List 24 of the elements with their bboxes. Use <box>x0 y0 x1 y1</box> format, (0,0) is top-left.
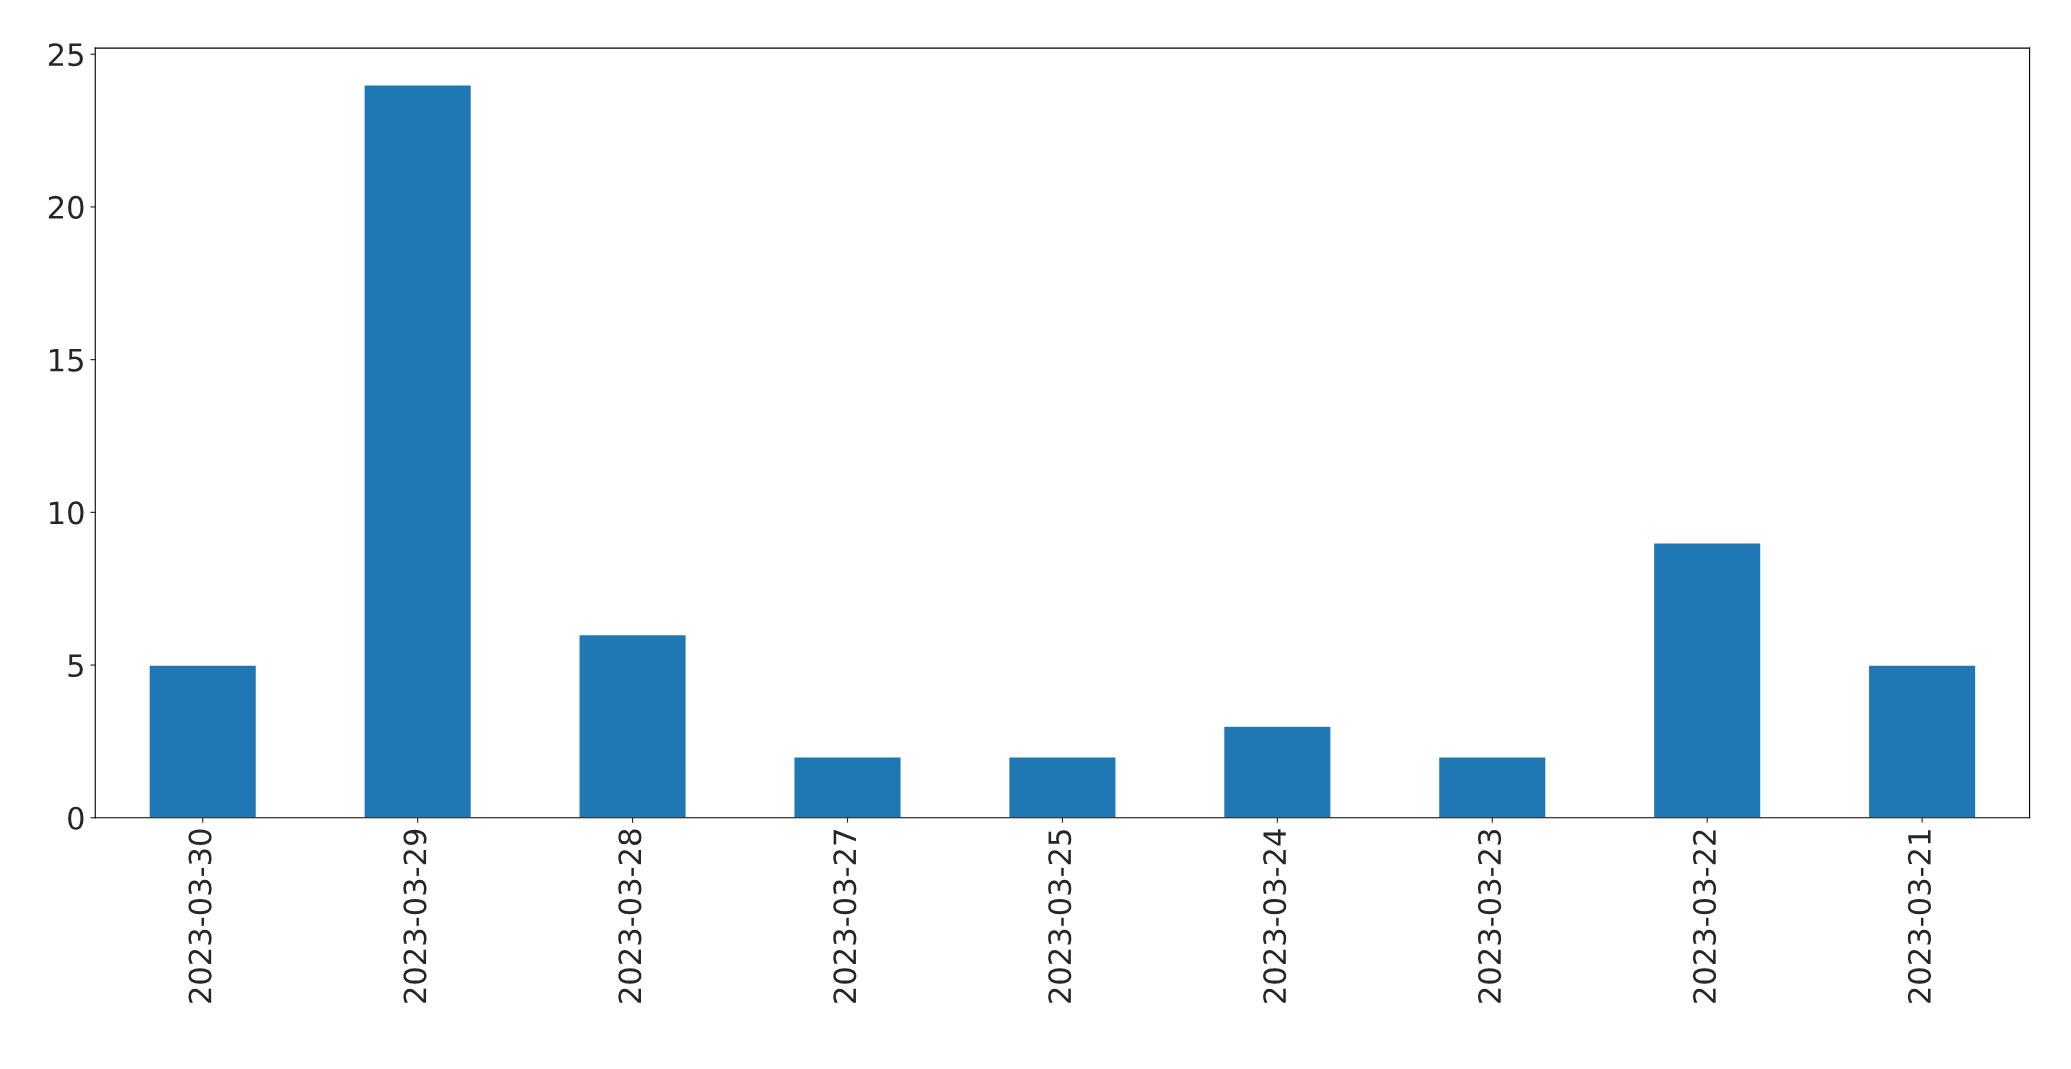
x-tick-label: 2023-03-27 <box>833 830 857 1003</box>
x-tick-label: 2023-03-25 <box>1048 830 1072 1003</box>
x-tick-label: 2023-03-30 <box>188 829 212 1003</box>
bar <box>1222 725 1332 818</box>
bar <box>1437 756 1547 818</box>
bar <box>1867 664 1977 818</box>
bar <box>1652 542 1762 818</box>
x-tick-label: 2023-03-22 <box>1692 830 1717 1003</box>
bar <box>1007 756 1117 818</box>
x-tick-label: 2023-03-24 <box>1263 829 1287 1003</box>
bar <box>578 633 688 818</box>
x-tick-label: 2023-03-23 <box>1478 829 1502 1003</box>
x-tick-label: 2023-03-21 <box>1907 830 1931 1003</box>
bar <box>793 756 902 818</box>
bar <box>148 664 258 818</box>
bar <box>363 84 473 818</box>
y-tick-label: 20 <box>48 195 84 219</box>
y-tick-label: 15 <box>50 348 83 372</box>
y-tick-label: 10 <box>50 501 84 525</box>
y-tick-label: 5 <box>68 654 83 678</box>
x-tick-label: 2023-03-29 <box>403 829 427 1003</box>
x-tick-label: 2023-03-28 <box>618 829 642 1003</box>
y-tick-label: 25 <box>48 43 83 67</box>
y-tick-label: 0 <box>68 806 84 830</box>
